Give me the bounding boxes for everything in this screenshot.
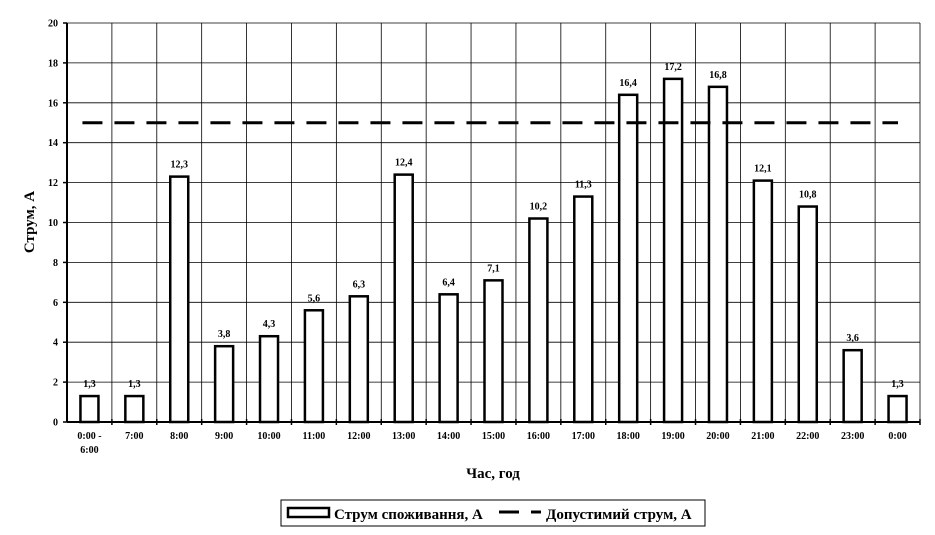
bar: [348, 295, 370, 424]
x-tick-label: 21:00: [751, 431, 774, 442]
x-tick-label: 16:00: [527, 431, 550, 442]
data-label: 17,2: [664, 62, 682, 73]
bar: [752, 179, 774, 424]
data-label: 16,4: [619, 78, 637, 89]
tick-labels: 0 2 4 6 8 10 12 14 16 18 20 0:00 -6:00 7:00 8:00 9:00 1…: [48, 19, 907, 457]
data-label: 1,3: [83, 379, 96, 390]
bar: [842, 348, 863, 424]
data-label: 3,8: [218, 329, 231, 340]
bar: [707, 85, 729, 424]
y-axis-title: Струм, А: [22, 191, 38, 253]
legend-bar-label: Струм споживання, А: [334, 507, 483, 523]
data-labels: 1,3 1,3 12,3 3,8 4,3 5,6 6,3 12,4 6,4 7,1 10,2 11,3…: [83, 62, 904, 390]
bar: [887, 394, 908, 424]
bar: [662, 77, 684, 424]
y-tick-label: 8: [53, 258, 58, 269]
bar: [213, 344, 235, 424]
data-label: 7,1: [487, 263, 500, 274]
x-tick-label: 15:00: [482, 431, 505, 442]
bar: [528, 217, 549, 424]
x-tick-label: 19:00: [661, 431, 684, 442]
x-axis-title: Час, год: [466, 466, 520, 482]
y-tick-label: 18: [48, 58, 58, 69]
x-tick-label: 17:00: [572, 431, 595, 442]
bar: [303, 309, 325, 424]
data-label: 6,4: [442, 277, 455, 288]
bar: [168, 175, 190, 424]
bar: [573, 195, 594, 424]
x-tick-label: 11:00: [303, 431, 326, 442]
bars: [79, 77, 908, 424]
grid: [67, 22, 921, 422]
x-tick-label: 0:00 -6:00: [77, 431, 101, 456]
data-label: 12,1: [754, 164, 772, 175]
bar: [438, 293, 459, 424]
data-label: 6,3: [353, 279, 366, 290]
x-tick-label: 0:00: [888, 431, 906, 442]
legend: Струм споживання, А Допустимий струм, А: [280, 499, 706, 527]
bar: [393, 173, 414, 424]
data-label: 5,6: [308, 293, 321, 304]
x-tick-label: 22:00: [796, 431, 819, 442]
data-label: 3,6: [846, 333, 859, 344]
legend-reference-label: Допустимий струм, А: [546, 507, 692, 523]
bar: [124, 394, 145, 424]
x-tick-label: 23:00: [841, 431, 864, 442]
data-label: 4,3: [263, 319, 276, 330]
data-label: 1,3: [128, 379, 141, 390]
x-tick-label: 10:00: [257, 431, 280, 442]
x-tick-label: 7:00: [125, 431, 143, 442]
y-tick-label: 12: [48, 178, 58, 189]
data-label: 12,3: [170, 160, 188, 171]
y-tick-label: 16: [48, 98, 58, 109]
y-tick-label: 2: [53, 378, 58, 389]
data-label: 1,3: [891, 379, 904, 390]
y-tick-label: 6: [53, 298, 58, 309]
data-label: 12,4: [395, 158, 413, 169]
y-tick-label: 14: [48, 138, 58, 149]
data-label: 11,3: [575, 180, 592, 191]
x-tick-label: 9:00: [215, 431, 233, 442]
y-tick-label: 10: [48, 218, 58, 229]
data-label: 10,8: [799, 190, 817, 201]
y-tick-label: 20: [48, 19, 58, 30]
legend-bar-swatch: [286, 506, 331, 519]
bar: [483, 279, 504, 424]
data-label: 10,2: [530, 202, 548, 213]
x-tick-label: 12:00: [347, 431, 370, 442]
y-tick-label: 4: [53, 338, 58, 349]
y-tick-label: 0: [53, 418, 58, 429]
x-tick-label: 8:00: [170, 431, 188, 442]
legend-border: [280, 499, 706, 527]
x-tick-label: 13:00: [392, 431, 415, 442]
x-tick-label: 18:00: [617, 431, 640, 442]
x-tick-label: 20:00: [706, 431, 729, 442]
bar: [79, 394, 100, 424]
bar: [258, 334, 280, 424]
x-tick-label: 14:00: [437, 431, 460, 442]
bar: [617, 93, 639, 424]
bar: [797, 205, 819, 424]
data-label: 16,8: [709, 70, 727, 81]
